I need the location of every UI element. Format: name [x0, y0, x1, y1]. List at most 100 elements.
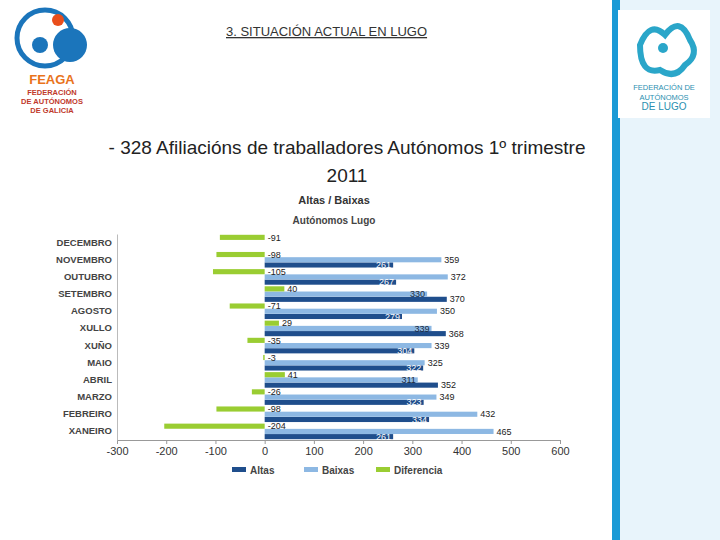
data-label: -105 [268, 267, 286, 277]
bar [265, 274, 448, 279]
data-label: 267 [379, 277, 394, 287]
x-tick: -100 [205, 440, 227, 457]
right-logo: FEDERACIÓN DEAUTÓNOMOSDE LUGO [633, 26, 695, 112]
y-tick: SETEMBRO [58, 288, 112, 299]
data-label: 339 [414, 324, 429, 334]
x-tick: 600 [551, 440, 569, 457]
bar [213, 269, 265, 274]
category-label: FEBREIRO [63, 408, 112, 419]
data-label: -71 [268, 301, 281, 311]
data-label: -26 [268, 387, 281, 397]
chart-subtitle: Autónomos Lugo [293, 215, 376, 226]
x-tick-mark [166, 440, 167, 444]
logo-dot [32, 37, 48, 53]
category-label: AGOSTO [71, 305, 112, 316]
data-label: -98 [268, 250, 281, 260]
legend-swatch [304, 467, 318, 472]
x-tick: 500 [502, 440, 520, 457]
x-tick-label: 300 [404, 445, 422, 457]
side-panel [612, 0, 720, 540]
data-label: -204 [268, 421, 286, 431]
category-label: OUTUBRO [64, 271, 112, 282]
x-axis-line [118, 441, 561, 445]
data-label: 304 [397, 346, 412, 356]
chart-title: Altas / Baixas [298, 194, 370, 206]
logo-text: FEAGA [29, 72, 75, 87]
data-label: 323 [407, 397, 422, 407]
data-label: 432 [480, 409, 495, 419]
data-label: 279 [385, 312, 400, 322]
bar [265, 309, 437, 314]
category-label: MARZO [77, 391, 112, 402]
bar [265, 400, 424, 405]
bar [263, 355, 264, 360]
data-label: -91 [268, 233, 281, 243]
bars [164, 235, 493, 439]
data-label: 29 [282, 318, 292, 328]
x-tick-mark [412, 440, 413, 444]
x-tick-label: -200 [156, 445, 178, 457]
bar [265, 412, 478, 417]
data-labels: -91261359-98267372-10537033040279350-713… [268, 233, 512, 442]
logo-text: FEDERACIÓN [27, 88, 77, 97]
logo-box [618, 10, 710, 118]
y-tick: XANEIRO [69, 425, 112, 436]
data-label: 465 [497, 427, 512, 437]
x-tick-label: 0 [262, 445, 268, 457]
data-label: 334 [412, 415, 427, 425]
y-axis: DECEMBRO NOVEMBRO OUTUBRO SETEMBRO AGOSTO XUL… [56, 235, 117, 441]
bar [265, 434, 393, 439]
x-tick-mark [314, 440, 315, 444]
data-label: 322 [406, 363, 421, 373]
data-label: 352 [441, 380, 456, 390]
bar [265, 417, 429, 422]
category-label: DECEMBRO [57, 237, 112, 248]
y-tick: NOVEMBRO [56, 254, 112, 265]
data-label: 339 [435, 341, 450, 351]
category-label: NOVEMBRO [56, 254, 112, 265]
y-axis-line [117, 235, 118, 441]
data-label: -3 [268, 353, 276, 363]
bar [247, 338, 264, 343]
x-tick-label: 100 [305, 445, 323, 457]
bar [220, 235, 265, 240]
data-label: -35 [268, 336, 281, 346]
x-tick: 100 [305, 440, 323, 457]
bar [265, 360, 425, 365]
bar [252, 389, 265, 394]
x-tick-label: 600 [551, 445, 569, 457]
data-label: -98 [268, 404, 281, 414]
category-label: ABRIL [83, 374, 112, 385]
logo-shape [640, 26, 694, 74]
data-label: 349 [439, 392, 454, 402]
x-tick-label: -300 [106, 445, 128, 457]
data-label: 311 [401, 375, 415, 385]
y-tick: MARZO [77, 391, 112, 402]
bullet-text: - 328 Afiliacións de traballadores Autón… [109, 137, 586, 158]
x-tick-label: 400 [453, 445, 471, 457]
x-tick-mark [363, 440, 364, 444]
category-label: MAIO [87, 357, 112, 368]
legend-label: Diferencia [394, 465, 443, 476]
x-tick-mark [511, 440, 512, 444]
y-tick: XULLO [80, 322, 112, 333]
bar [265, 286, 285, 291]
bullet-text: 2011 [327, 165, 368, 186]
y-tick: AGOSTO [71, 305, 112, 316]
category-label: XUÑO [85, 340, 112, 351]
data-label: 325 [428, 358, 443, 368]
data-label: 359 [444, 255, 459, 265]
category-label: XANEIRO [69, 425, 112, 436]
logo-dot [53, 28, 87, 62]
y-tick: DECEMBRO [57, 237, 112, 248]
x-tick-label: 500 [502, 445, 520, 457]
logo-dot [52, 14, 64, 26]
x-tick-mark [215, 440, 216, 444]
x-axis: -300-200-1000100200300400500600 [106, 440, 569, 457]
y-tick: ABRIL [83, 374, 112, 385]
logo-text: DE GALICIA [30, 106, 74, 115]
logo-text: DE LUGO [641, 101, 686, 112]
bar [265, 348, 415, 353]
x-tick-mark [117, 440, 118, 444]
legend-swatch [232, 467, 246, 472]
